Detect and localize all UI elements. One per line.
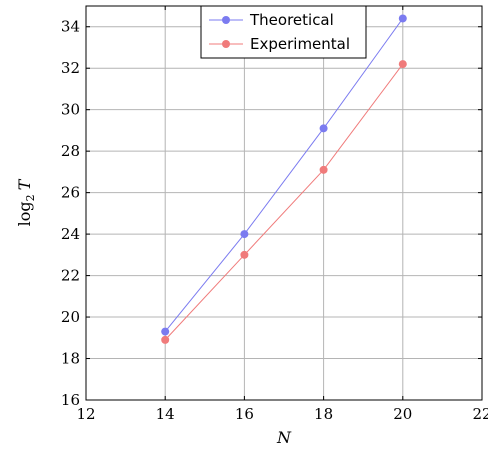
legend-item: Experimental [209,35,350,53]
legend-label: Theoretical [249,11,334,29]
y-tick-label: 20 [61,308,80,326]
x-tick-label: 18 [314,405,333,423]
series-theoretical [161,14,407,336]
legend: Theoretical Experimental [200,5,367,59]
y-axis-label: log2T [15,178,37,226]
y-tick-label: 26 [61,184,80,202]
data-point [319,124,328,133]
legend-box [200,5,367,59]
y-tick-label: 28 [61,142,80,160]
legend-marker [222,16,230,24]
series-line [164,18,404,332]
x-tick-label: 16 [235,405,254,423]
grid-lines [86,6,482,400]
y-tick-label: 34 [61,18,80,36]
data-point [161,327,170,336]
data-series [161,14,407,344]
legend-item: Theoretical [209,11,334,29]
legend-label: Experimental [250,35,350,53]
x-tick-label: 14 [156,405,175,423]
data-point [398,60,407,69]
data-point [240,250,249,259]
y-tick-label: 24 [61,225,80,243]
series-line [164,63,404,341]
series-experimental [161,60,407,344]
y-tick-label: 32 [61,59,80,77]
y-tick-label: 18 [61,350,80,368]
x-tick-label: 12 [76,405,95,423]
y-tick-label: 22 [61,267,80,285]
data-point [319,165,328,174]
plot-frame [85,5,483,401]
y-tick-label: 30 [61,101,80,119]
y-tick-label: 16 [61,391,80,409]
data-point [398,14,407,23]
data-point [161,335,170,344]
x-axis-label: N [276,428,292,447]
data-point [240,230,249,239]
legend-marker [222,40,230,48]
x-tick-label: 20 [393,405,412,423]
x-tick-label: 22 [472,405,488,423]
